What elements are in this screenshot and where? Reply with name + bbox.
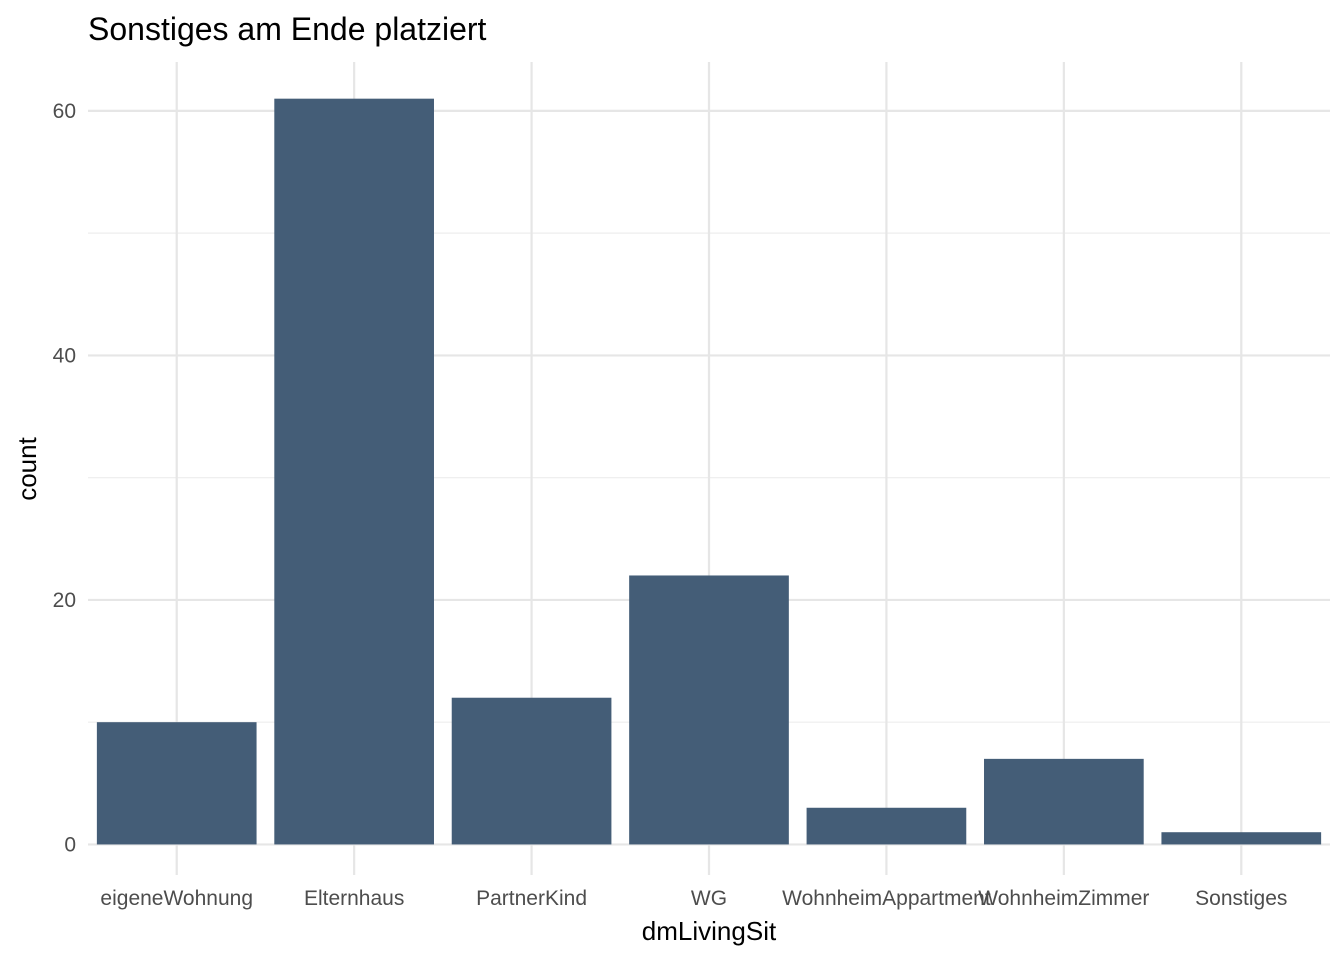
y-axis-ticks: 0 20 40 60	[53, 100, 76, 857]
y-tick-label: 60	[53, 100, 76, 123]
x-tick-label: WG	[691, 887, 727, 910]
y-tick-label: 20	[53, 589, 76, 612]
bar-eigeneWohnung	[96, 722, 257, 845]
bar-WohnheimZimmer	[984, 758, 1144, 845]
y-tick-label: 0	[64, 833, 76, 856]
y-tick-label: 40	[53, 344, 76, 367]
x-axis-title: dmLivingSit	[642, 916, 777, 946]
x-axis-ticks: eigeneWohnung Elternhaus PartnerKind WG Wohn…	[100, 887, 1287, 910]
x-tick-label: Sonstiges	[1195, 887, 1287, 910]
bars	[96, 98, 1322, 845]
x-tick-label: eigeneWohnung	[100, 887, 253, 910]
bar-WG	[629, 575, 789, 845]
x-tick-label: Elternhaus	[304, 887, 404, 910]
x-tick-label: WohnheimZimmer	[978, 887, 1149, 910]
chart-title: Sonstiges am Ende platziert	[88, 11, 487, 47]
bar-PartnerKind	[451, 697, 612, 845]
bar-Elternhaus	[274, 98, 434, 845]
bar-Sonstiges	[1161, 832, 1322, 845]
y-axis-title: count	[12, 436, 42, 500]
bar-WohnheimAppartment	[806, 807, 967, 845]
x-tick-label: WohnheimAppartment	[782, 887, 991, 910]
x-tick-label: PartnerKind	[476, 887, 587, 910]
